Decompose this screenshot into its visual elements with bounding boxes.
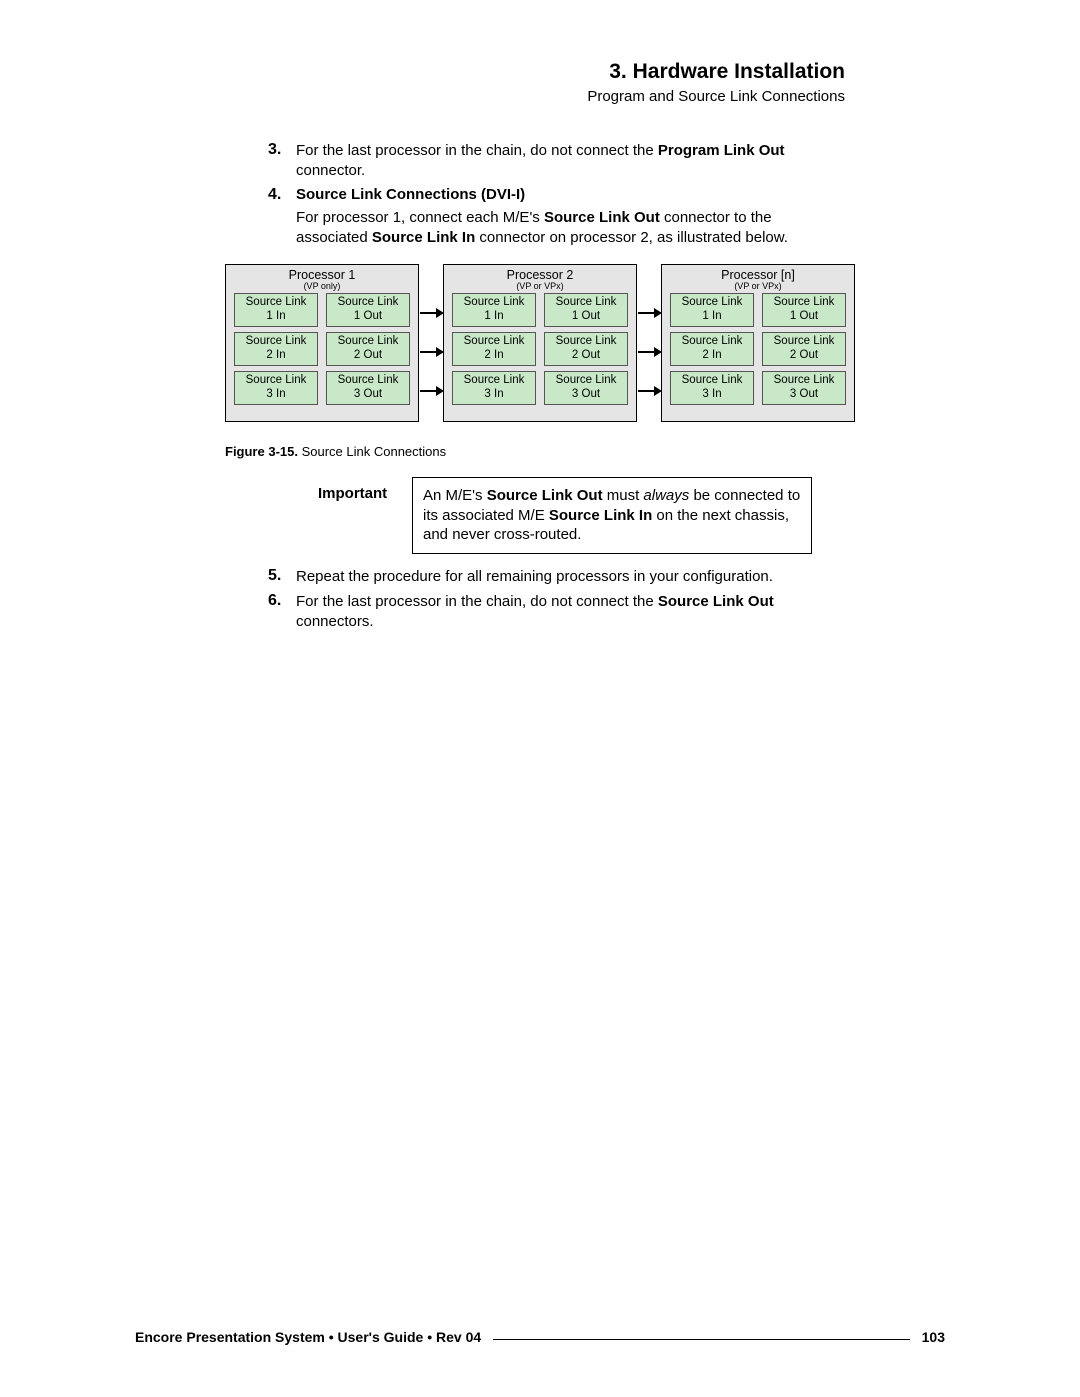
processor-subtitle: (VP or VPx) [662,282,854,291]
processor-title: Processor [n] [662,265,854,282]
figure-caption: Figure 3-15. Source Link Connections [225,444,446,459]
footer-text: Encore Presentation System • User's Guid… [135,1329,481,1345]
item-4-num: 4. [268,186,281,204]
port-cell: Source Link2 In [234,332,318,366]
item-6-num: 6. [268,592,281,610]
arrow-icon [420,312,442,314]
port-row: Source Link2 InSource Link2 Out [662,332,854,366]
port-cell: Source Link3 In [234,371,318,405]
page-title: 3. Hardware Installation [609,60,845,84]
arrow-icon [638,351,660,353]
important-box: An M/E's Source Link Out must always be … [412,477,812,554]
port-cell: Source Link3 In [670,371,754,405]
port-cell: Source Link1 In [234,293,318,327]
item-4-heading: Source Link Connections (DVI-I) [296,186,846,203]
item-3-num: 3. [268,141,281,159]
processor-box: Processor [n](VP or VPx)Source Link1 InS… [661,264,855,422]
arrow-icon [638,312,660,314]
port-cell: Source Link2 Out [326,332,410,366]
port-cell: Source Link2 Out [762,332,846,366]
processor-title: Processor 1 [226,265,418,282]
processor-box: Processor 1(VP only)Source Link1 InSourc… [225,264,419,422]
port-cell: Source Link3 Out [544,371,628,405]
port-row: Source Link2 InSource Link2 Out [444,332,636,366]
port-cell: Source Link1 Out [762,293,846,327]
port-cell: Source Link1 Out [326,293,410,327]
processor-subtitle: (VP or VPx) [444,282,636,291]
arrow-icon [420,390,442,392]
page-number: 103 [922,1329,945,1345]
port-cell: Source Link1 In [670,293,754,327]
port-row: Source Link1 InSource Link1 Out [226,293,418,327]
port-cell: Source Link2 Out [544,332,628,366]
processor-title: Processor 2 [444,265,636,282]
footer-rule [493,1339,909,1340]
processor-subtitle: (VP only) [226,282,418,291]
page-footer: Encore Presentation System • User's Guid… [135,1329,945,1345]
item-3-body: For the last processor in the chain, do … [296,141,846,182]
port-row: Source Link3 InSource Link3 Out [444,371,636,405]
port-cell: Source Link1 Out [544,293,628,327]
port-row: Source Link3 InSource Link3 Out [226,371,418,405]
item-4-para: For processor 1, connect each M/E's Sour… [296,208,846,249]
port-cell: Source Link2 In [670,332,754,366]
processor-box: Processor 2(VP or VPx)Source Link1 InSou… [443,264,637,422]
port-row: Source Link1 InSource Link1 Out [444,293,636,327]
port-cell: Source Link3 Out [326,371,410,405]
item-5-body: Repeat the procedure for all remaining p… [296,567,846,587]
port-cell: Source Link3 Out [762,371,846,405]
page-subtitle: Program and Source Link Connections [587,88,845,105]
port-row: Source Link2 InSource Link2 Out [226,332,418,366]
arrow-icon [638,390,660,392]
port-row: Source Link1 InSource Link1 Out [662,293,854,327]
port-cell: Source Link2 In [452,332,536,366]
port-cell: Source Link3 In [452,371,536,405]
source-link-diagram: Processor 1(VP only)Source Link1 InSourc… [225,264,855,422]
port-row: Source Link3 InSource Link3 Out [662,371,854,405]
arrow-icon [420,351,442,353]
important-label: Important [318,485,387,502]
item-5-num: 5. [268,567,281,585]
item-6-body: For the last processor in the chain, do … [296,592,846,633]
port-cell: Source Link1 In [452,293,536,327]
